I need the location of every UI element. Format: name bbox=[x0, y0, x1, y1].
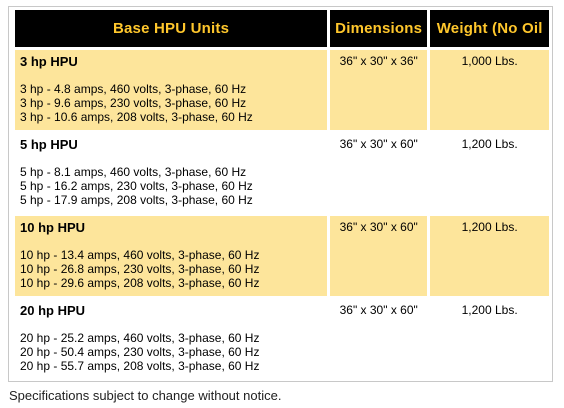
table-header-row: Base HPU Units Dimensions Weight (No Oil bbox=[15, 10, 549, 50]
table-row: 3 hp HPU 3 hp - 4.8 amps, 460 volts, 3-ph… bbox=[15, 50, 549, 133]
unit-title: 3 hp HPU bbox=[20, 54, 78, 69]
weight-cell: 1,200 Lbs. bbox=[430, 216, 549, 299]
unit-title: 20 hp HPU bbox=[20, 303, 86, 318]
spec-line: 20 hp - 25.2 amps, 460 volts, 3-phase, 6… bbox=[20, 331, 260, 345]
spec-line: 3 hp - 4.8 amps, 460 volts, 3-phase, 60 … bbox=[20, 82, 247, 96]
spec-line: 5 hp - 17.9 amps, 208 volts, 3-phase, 60… bbox=[20, 193, 253, 207]
dimensions-cell: 36" x 30" x 36" bbox=[330, 50, 428, 133]
footnote: Specifications subject to change without… bbox=[9, 388, 282, 403]
weight-cell: 1,200 Lbs. bbox=[461, 303, 518, 317]
spec-line: 10 hp - 29.6 amps, 208 volts, 3-phase, 6… bbox=[20, 276, 260, 290]
spec-line: 10 hp - 13.4 amps, 460 volts, 3-phase, 6… bbox=[20, 248, 260, 262]
specs-table-frame: Base HPU Units Dimensions Weight (No Oil… bbox=[8, 6, 553, 382]
unit-cell: 3 hp HPU 3 hp - 4.8 amps, 460 volts, 3-ph… bbox=[15, 50, 328, 133]
spec-line: 5 hp - 8.1 amps, 460 volts, 3-phase, 60 … bbox=[20, 165, 247, 179]
weight-cell: 1,000 Lbs. bbox=[430, 50, 549, 133]
spec-line: 3 hp - 9.6 amps, 230 volts, 3-phase, 60 … bbox=[20, 96, 247, 110]
table-row: 20 hp HPU 20 hp - 25.2 amps, 460 volts, 3… bbox=[15, 299, 549, 375]
dimensions-cell: 36" x 30" x 60" bbox=[330, 216, 428, 299]
spec-line: 3 hp - 10.6 amps, 208 volts, 3-phase, 60… bbox=[20, 110, 253, 124]
unit-title: 10 hp HPU bbox=[20, 220, 86, 235]
header-weight: Weight (No Oil bbox=[430, 10, 549, 50]
hpu-specs-table: Base HPU Units Dimensions Weight (No Oil… bbox=[12, 10, 552, 375]
spec-line: 5 hp - 16.2 amps, 230 volts, 3-phase, 60… bbox=[20, 179, 253, 193]
header-base-hpu-units: Base HPU Units bbox=[15, 10, 328, 50]
weight-cell: 1,200 Lbs. bbox=[430, 133, 549, 216]
spec-line: 10 hp - 26.8 amps, 230 volts, 3-phase, 6… bbox=[20, 262, 260, 276]
unit-cell: 10 hp HPU 10 hp - 13.4 amps, 460 volts, 3… bbox=[15, 216, 328, 299]
spec-line: 20 hp - 55.7 amps, 208 volts, 3-phase, 6… bbox=[20, 359, 260, 373]
table-row: 5 hp HPU 5 hp - 8.1 amps, 460 volts, 3-ph… bbox=[15, 133, 549, 216]
dimensions-cell: 36" x 30" x 60" bbox=[330, 133, 428, 216]
unit-cell: 5 hp HPU 5 hp - 8.1 amps, 460 volts, 3-ph… bbox=[15, 133, 328, 216]
dimensions-cell: 36" x 30" x 60" bbox=[339, 303, 418, 317]
table-row: 10 hp HPU 10 hp - 13.4 amps, 460 volts, 3… bbox=[15, 216, 549, 299]
unit-title: 5 hp HPU bbox=[20, 137, 78, 152]
spec-line: 20 hp - 50.4 amps, 230 volts, 3-phase, 6… bbox=[20, 345, 260, 359]
header-dimensions: Dimensions bbox=[330, 10, 428, 50]
unit-cell: 20 hp HPU 20 hp - 25.2 amps, 460 volts, 3… bbox=[15, 299, 327, 375]
